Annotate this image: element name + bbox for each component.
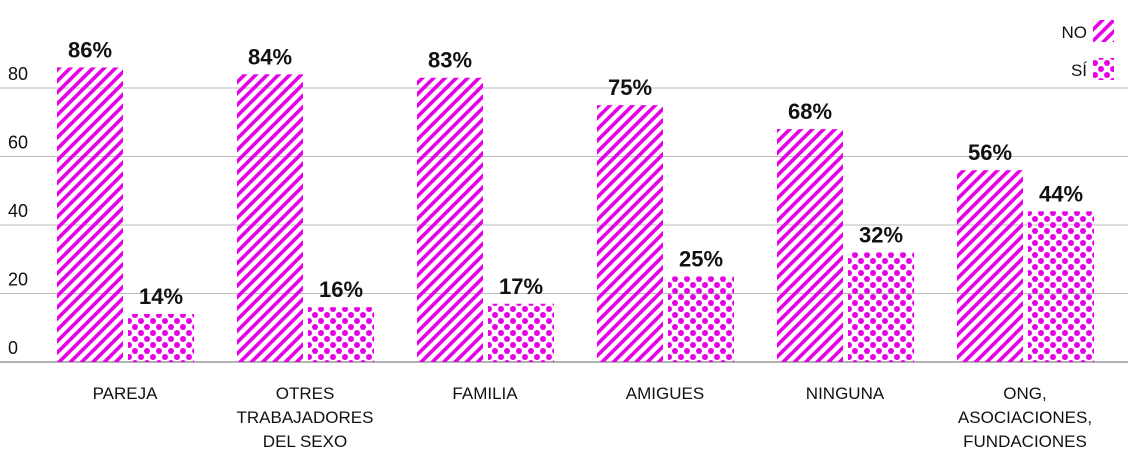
bar — [417, 77, 483, 362]
x-tick-label: DEL SEXO — [263, 432, 347, 451]
value-label: 83% — [428, 48, 472, 73]
legend-swatch — [1093, 20, 1114, 42]
y-tick-label: 60 — [8, 133, 28, 153]
value-label: 44% — [1039, 181, 1083, 206]
value-label: 25% — [679, 246, 723, 271]
legend-label: SÍ — [1071, 61, 1087, 80]
x-tick-label: FAMILIA — [452, 384, 518, 403]
x-tick-label: TRABAJADORES — [237, 408, 374, 427]
y-tick-label: 20 — [8, 270, 28, 290]
x-tick-label: ONG, — [1003, 384, 1046, 403]
bar — [488, 303, 554, 362]
x-tick-label: NINGUNA — [806, 384, 885, 403]
y-tick-label: 0 — [8, 338, 18, 358]
bar — [668, 276, 734, 362]
bar — [57, 67, 123, 362]
value-label: 16% — [319, 277, 363, 302]
bar — [308, 307, 374, 362]
value-label: 84% — [248, 44, 292, 69]
x-tick-label: PAREJA — [93, 384, 159, 403]
bar — [957, 170, 1023, 362]
value-label: 14% — [139, 284, 183, 309]
x-tick-label: FUNDACIONES — [963, 432, 1087, 451]
x-tick-label: OTRES — [276, 384, 335, 403]
value-label: 68% — [788, 99, 832, 124]
x-tick-label: ASOCIACIONES, — [958, 408, 1092, 427]
bar — [237, 74, 303, 363]
value-label: 56% — [968, 140, 1012, 165]
value-label: 32% — [859, 222, 903, 247]
value-label: 86% — [68, 37, 112, 62]
y-tick-label: 80 — [8, 64, 28, 84]
bar — [597, 105, 663, 362]
y-tick-label: 40 — [8, 201, 28, 221]
bar — [777, 129, 843, 362]
bar — [848, 252, 914, 362]
bar — [1028, 211, 1094, 362]
x-tick-label: AMIGUES — [626, 384, 704, 403]
legend-swatch — [1093, 58, 1114, 80]
legend-label: NO — [1062, 23, 1088, 42]
bar — [128, 314, 194, 362]
value-label: 75% — [608, 75, 652, 100]
value-label: 17% — [499, 274, 543, 299]
